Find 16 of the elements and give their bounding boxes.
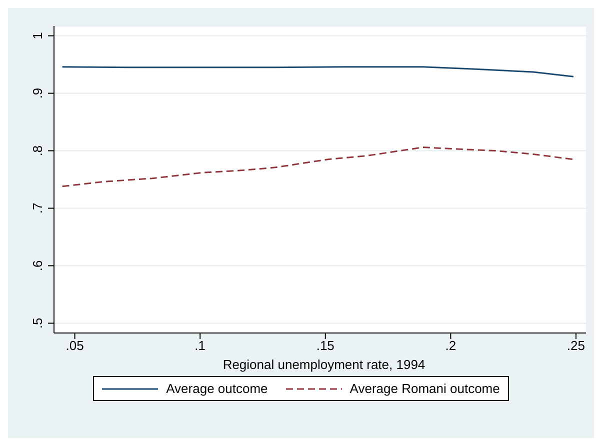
x-tick-label: .05 <box>66 338 84 354</box>
y-tick-label: .6 <box>30 260 45 272</box>
x-tick-label: .1 <box>194 338 206 354</box>
y-tick-label: 1 <box>30 32 45 40</box>
line-series <box>62 66 574 78</box>
legend-label: Average outcome <box>166 381 268 396</box>
x-axis-title: Regional unemployment rate, 1994 <box>222 357 426 372</box>
x-tick-label: .2 <box>445 338 456 354</box>
legend-label: Average Romani outcome <box>350 381 500 396</box>
y-tick-label: .8 <box>30 145 45 156</box>
x-tick-label: .25 <box>566 338 586 354</box>
y-tick-label: .5 <box>30 318 45 329</box>
line-series <box>62 146 574 188</box>
y-tick-label: .9 <box>30 88 45 99</box>
y-tick-label: .7 <box>30 202 45 214</box>
x-tick-label: .15 <box>316 338 334 354</box>
